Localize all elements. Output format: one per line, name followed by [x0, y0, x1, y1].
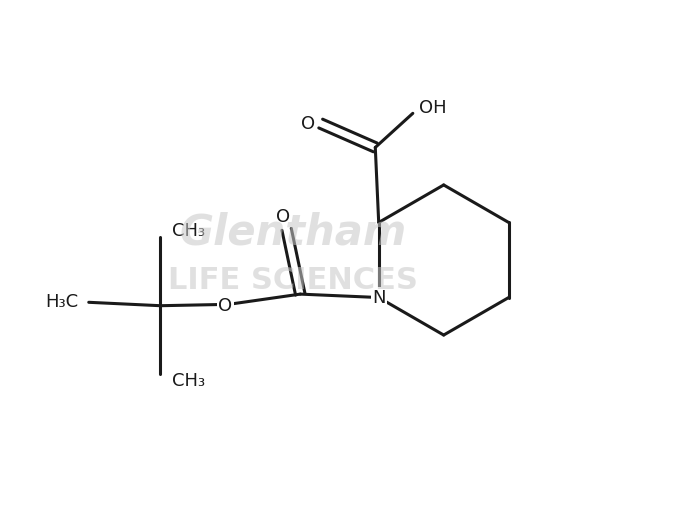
Text: O: O	[301, 114, 315, 133]
Text: Glentham: Glentham	[180, 212, 407, 254]
Text: LIFE SCIENCES: LIFE SCIENCES	[168, 266, 418, 295]
Text: OH: OH	[420, 99, 447, 117]
Text: N: N	[372, 289, 386, 306]
Text: CH₃: CH₃	[173, 372, 205, 390]
Text: O: O	[218, 297, 232, 315]
Text: H₃C: H₃C	[45, 293, 78, 311]
Text: CH₃: CH₃	[173, 222, 205, 240]
Text: O: O	[276, 208, 290, 226]
